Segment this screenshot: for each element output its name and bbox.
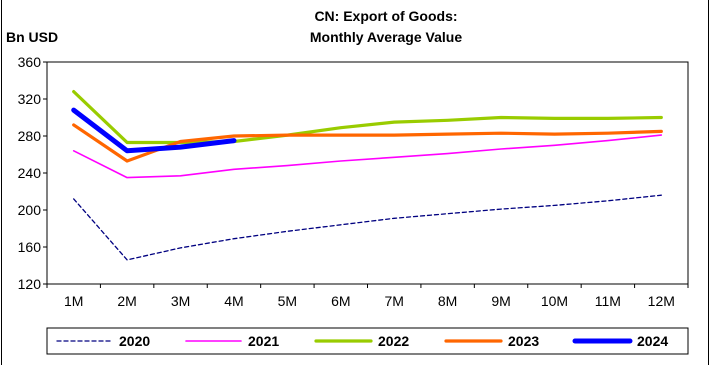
series-line-2020: [73, 194, 662, 261]
legend-label-2023: 2023: [508, 333, 539, 349]
x-tick-label: 4M: [224, 293, 243, 309]
x-tick-label: 10M: [541, 293, 568, 309]
y-tick-label: 200: [18, 202, 42, 218]
series-line-2021: [72, 134, 663, 179]
y-tick-label: 320: [18, 91, 42, 107]
x-tick-label: 8M: [438, 293, 457, 309]
x-axis: 1M 2M 3M 4M 5M 6M 7M 8M 9M 10M 11M 12M: [46, 284, 689, 309]
x-tick-label: 9M: [491, 293, 510, 309]
chart-title-line-1: CN: Export of Goods:: [314, 8, 457, 24]
series-layer: [71, 89, 663, 261]
legend-label-2021: 2021: [248, 333, 279, 349]
x-tick-label: 6M: [331, 293, 350, 309]
y-tick-label: 280: [18, 128, 42, 144]
chart-title-line-2: Monthly Average Value: [310, 29, 462, 45]
series-line-2022: [72, 89, 663, 145]
legend: 2020 2021 2022 2023 2024: [56, 333, 668, 349]
y-tick-label: 120: [18, 276, 42, 292]
x-tick-label: 2M: [117, 293, 136, 309]
series-line-2023: [72, 123, 663, 163]
y-tick-label: 360: [18, 54, 42, 70]
legend-label-2022: 2022: [378, 333, 409, 349]
legend-label-2020: 2020: [119, 333, 150, 349]
x-tick-label: 11M: [595, 293, 621, 309]
series-line-2024: [71, 107, 237, 154]
y-unit-label: Bn USD: [6, 29, 58, 45]
x-tick-label: 1M: [64, 293, 83, 309]
y-axis: 120 160 200 240 280 320 360: [18, 54, 47, 292]
y-tick-label: 160: [18, 239, 42, 255]
x-tick-label: 5M: [278, 293, 297, 309]
x-tick-label: 3M: [171, 293, 190, 309]
y-tick-label: 240: [18, 165, 42, 181]
legend-label-2024: 2024: [637, 333, 668, 349]
x-tick-label: 7M: [384, 293, 403, 309]
x-tick-label: 12M: [648, 293, 675, 309]
